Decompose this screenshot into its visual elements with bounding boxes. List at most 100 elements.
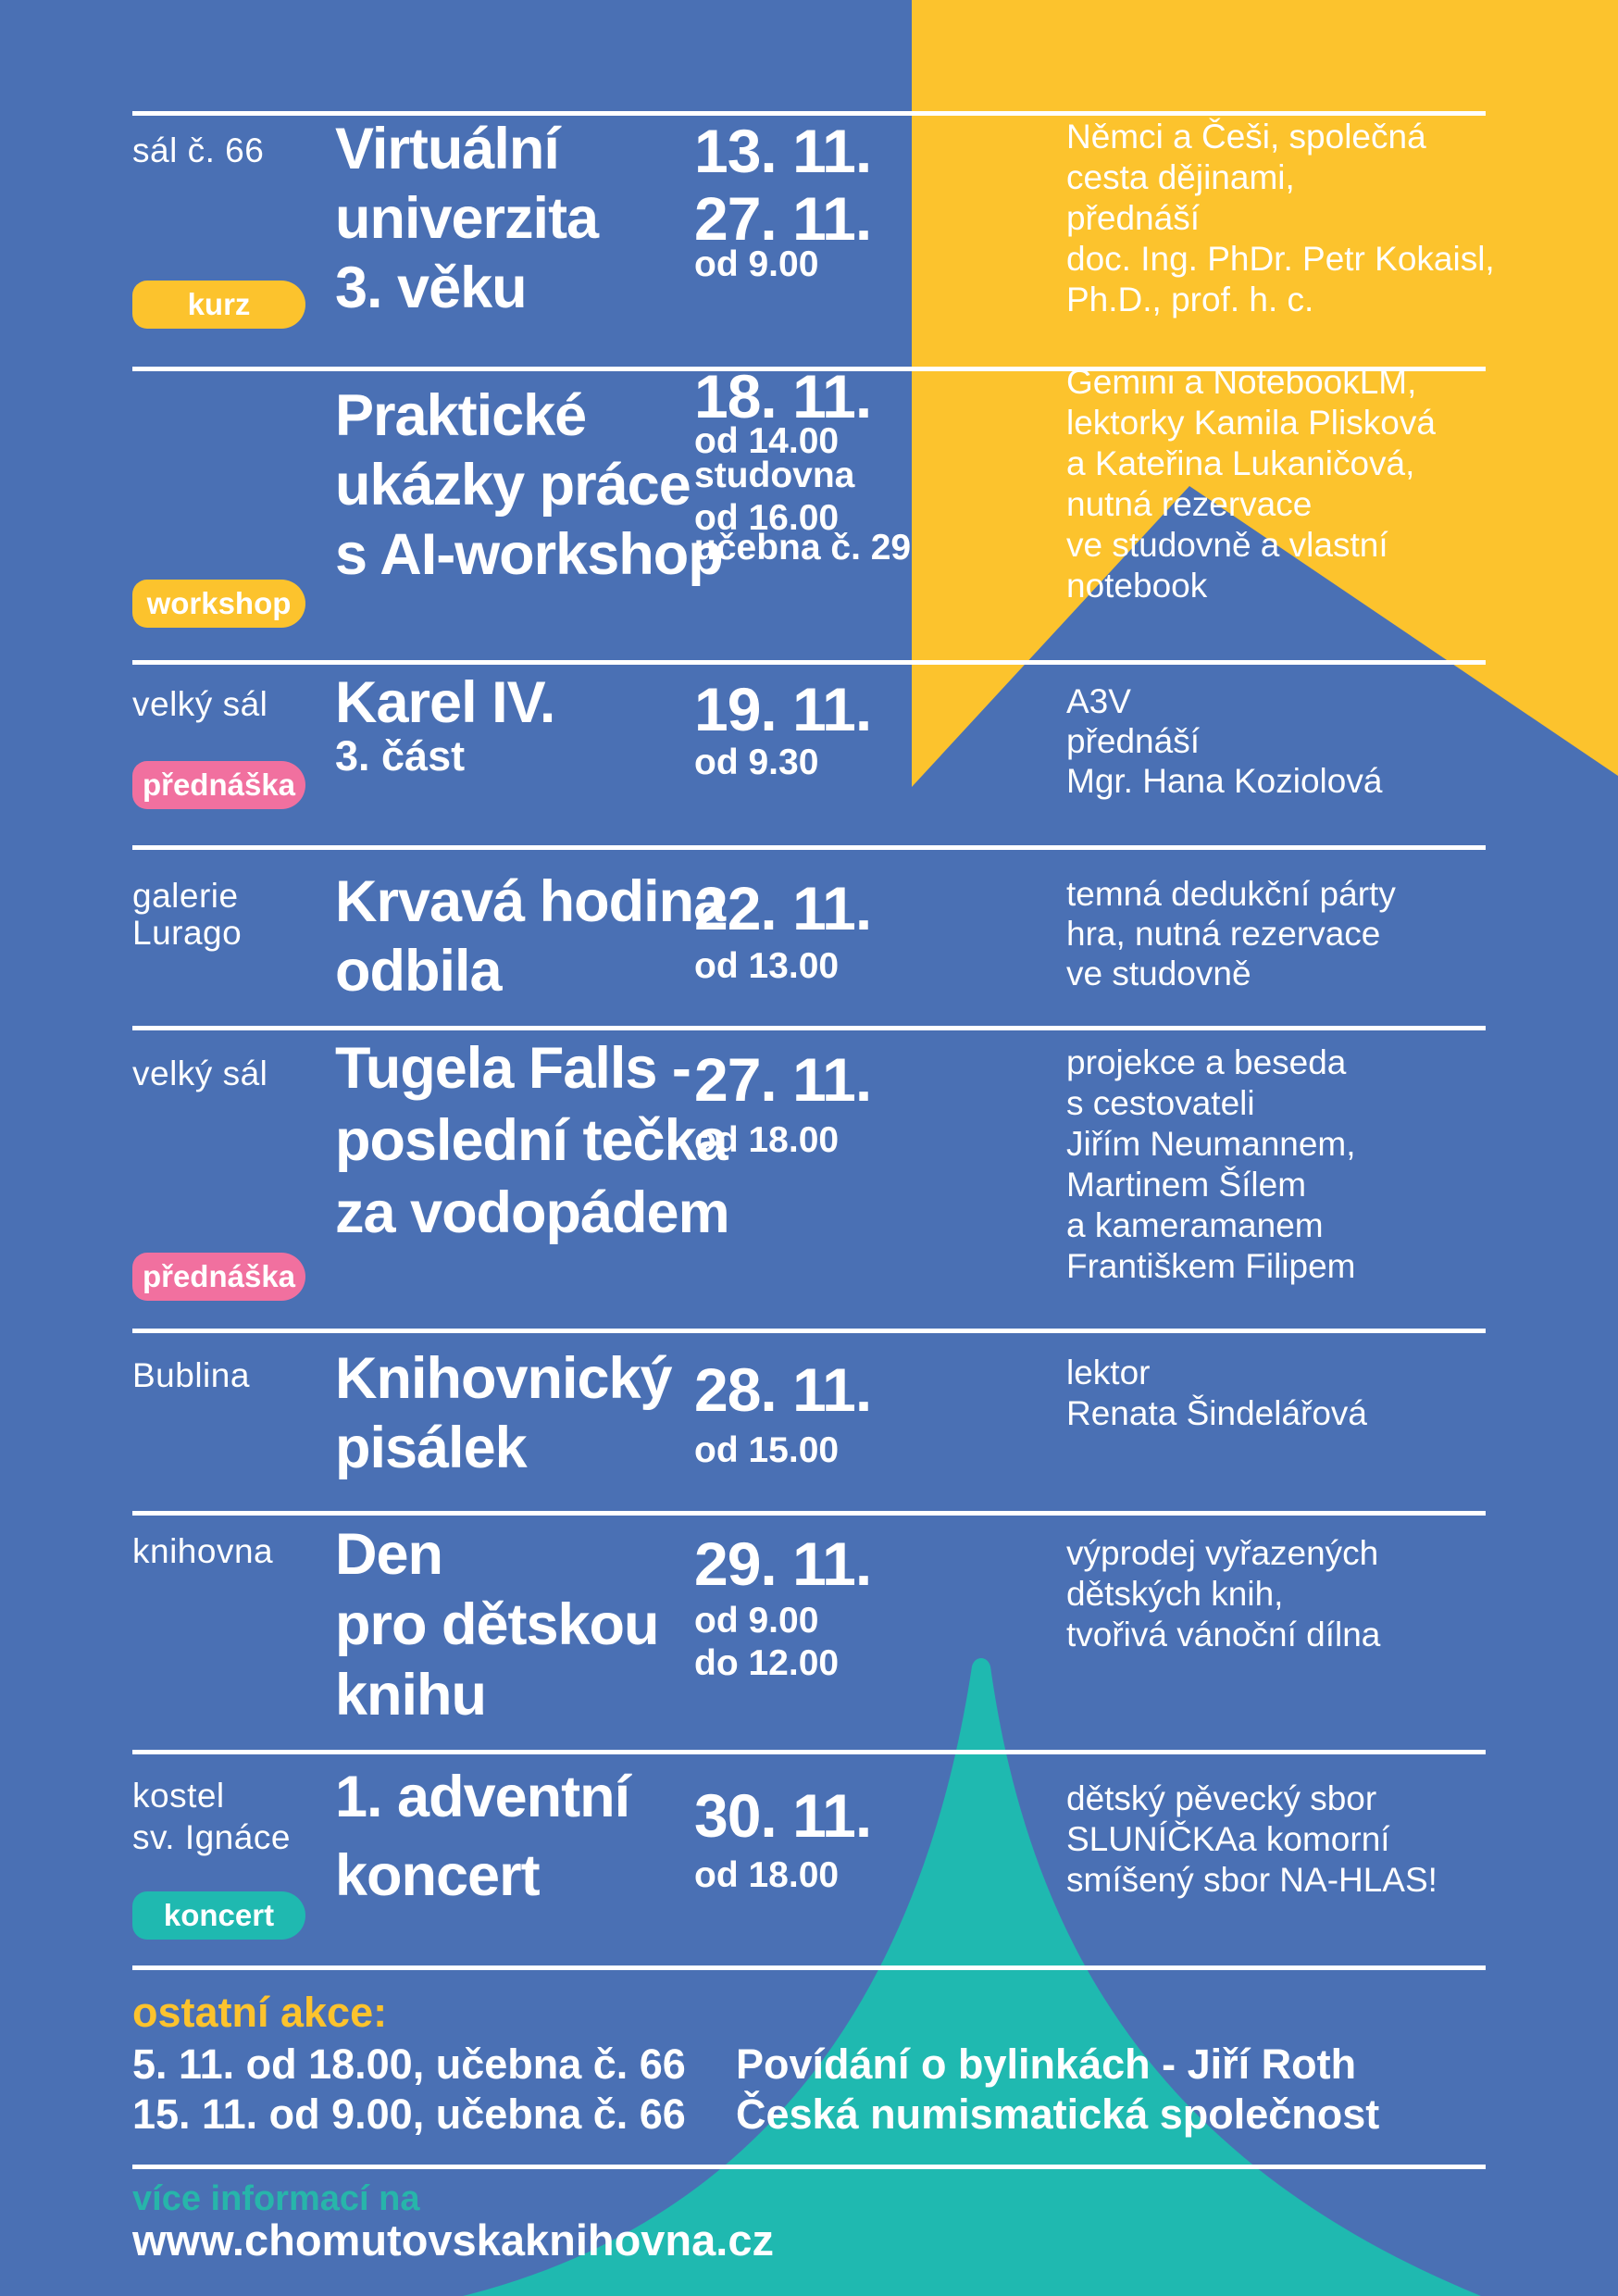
event-time: od 18.00 xyxy=(694,1855,840,1895)
event-location: galerie xyxy=(132,877,239,915)
event-location: sál č. 66 xyxy=(132,131,265,169)
event-title-line: s AI-workshop xyxy=(335,522,724,587)
event-location: kostel xyxy=(132,1777,225,1815)
event-time: od 9.30 xyxy=(694,742,819,782)
event-desc-line: smíšený sbor NA-HLAS! xyxy=(1066,1861,1438,1899)
separator xyxy=(132,1511,1486,1516)
event-time: od 18.00 xyxy=(694,1120,840,1160)
event-time: do 12.00 xyxy=(694,1643,840,1683)
other-event-title: Povídání o bylinkách - Jiří Roth xyxy=(736,2040,1357,2088)
event-title-line: Praktické xyxy=(335,383,587,448)
event-title-line: ukázky práce xyxy=(335,453,691,518)
event-title-line: Krvavá hodina xyxy=(335,869,726,934)
event-title-line: Knihovnický xyxy=(335,1346,673,1411)
event-desc-line: a Kateřina Lukaničová, xyxy=(1066,444,1415,482)
event-title-line: 1. adventní xyxy=(335,1765,630,1829)
separator xyxy=(132,1329,1486,1333)
event-desc-line: Jiřím Neumannem, xyxy=(1066,1125,1356,1163)
event-location: velký sál xyxy=(132,1054,268,1092)
event-time: od 14.00 xyxy=(694,421,840,461)
event-desc-line: tvořivá vánoční dílna xyxy=(1066,1616,1381,1653)
event-desc-line: cesta dějinami, xyxy=(1066,158,1295,196)
event-title-line: Tugela Falls - xyxy=(335,1036,691,1101)
separator xyxy=(132,660,1486,665)
event-date: 28. 11. xyxy=(694,1355,872,1424)
event-desc-line: doc. Ing. PhDr. Petr Kokaisl, xyxy=(1066,240,1495,278)
event-date: 22. 11. xyxy=(694,874,872,942)
other-event-title: Česká numismatická společnost xyxy=(736,2090,1380,2138)
event-place: učebna č. 29 xyxy=(694,528,912,568)
event-desc-line: Renata Šindelářová xyxy=(1066,1394,1367,1432)
event-subtitle: 3. část xyxy=(335,732,466,780)
event-desc-line: projekce a beseda xyxy=(1066,1043,1347,1081)
event-title-line: za vodopádem xyxy=(335,1180,730,1245)
separator xyxy=(132,1750,1486,1754)
event-desc-line: nutná rezervace xyxy=(1066,485,1313,523)
event-title-line: knihu xyxy=(335,1663,487,1728)
event-title-line: poslední tečka xyxy=(335,1108,728,1173)
event-title-line: odbila xyxy=(335,939,502,1004)
event-title-line: Karel IV. xyxy=(335,670,555,735)
event-location: Lurago xyxy=(132,914,243,952)
event-title-line: pro dětskou xyxy=(335,1592,660,1657)
event-desc-line: ve studovně a vlastní xyxy=(1066,526,1388,564)
event-desc-line: s cestovateli xyxy=(1066,1084,1255,1122)
event-desc-line: Františkem Filipem xyxy=(1066,1247,1356,1285)
event-desc-line: lektor xyxy=(1066,1354,1151,1391)
event-location: velký sál xyxy=(132,685,268,723)
event-type-badge: koncert xyxy=(132,1891,305,1940)
separator xyxy=(132,845,1486,850)
event-title-line: Virtuální xyxy=(335,117,560,181)
event-desc-line: A3V xyxy=(1066,682,1131,720)
event-desc-line: notebook xyxy=(1066,567,1208,605)
event-date: 27. 11. xyxy=(694,184,872,253)
event-desc-line: ve studovně xyxy=(1066,955,1251,992)
event-desc-line: hra, nutná rezervace xyxy=(1066,915,1381,953)
event-date: 19. 11. xyxy=(694,675,872,743)
other-event-datetime: 15. 11. od 9.00, učebna č. 66 xyxy=(132,2090,686,2138)
separator xyxy=(132,367,1486,371)
event-desc-line: výprodej vyřazených xyxy=(1066,1534,1379,1572)
separator xyxy=(132,1965,1486,1970)
event-title-line: univerzita xyxy=(335,186,599,251)
separator xyxy=(132,1026,1486,1030)
event-title-line: 3. věku xyxy=(335,256,528,320)
event-date: 27. 11. xyxy=(694,1045,872,1114)
event-desc-line: Ph.D., prof. h. c. xyxy=(1066,281,1314,318)
event-time: od 9.00 xyxy=(694,244,819,284)
event-desc-line: Mgr. Hana Koziolová xyxy=(1066,762,1383,800)
event-desc-line: přednáší xyxy=(1066,722,1200,760)
other-event-datetime: 5. 11. od 18.00, učebna č. 66 xyxy=(132,2040,686,2088)
event-desc-line: Němci a Češi, společná xyxy=(1066,118,1426,156)
more-info-label: více informací na xyxy=(132,2179,420,2218)
event-date: 29. 11. xyxy=(694,1529,872,1598)
event-location: knihovna xyxy=(132,1532,274,1570)
event-title-line: pisálek xyxy=(335,1416,528,1480)
event-place: studovna xyxy=(694,455,855,495)
event-desc-line: Martinem Šílem xyxy=(1066,1166,1307,1204)
other-events-heading: ostatní akce: xyxy=(132,1989,388,2036)
event-title-line: koncert xyxy=(335,1843,541,1908)
event-desc-line: přednáší xyxy=(1066,199,1200,237)
event-type-badge: workshop xyxy=(132,580,305,628)
event-date: 30. 11. xyxy=(694,1781,872,1850)
event-type-badge: přednáška xyxy=(132,761,305,809)
event-time: od 15.00 xyxy=(694,1430,840,1470)
event-desc-line: a kameramanem xyxy=(1066,1206,1324,1244)
event-time: od 9.00 xyxy=(694,1601,819,1641)
separator xyxy=(132,2165,1486,2169)
event-time: od 13.00 xyxy=(694,946,840,986)
event-desc-line: Gemini a NotebookLM, xyxy=(1066,363,1417,401)
event-title-line: Den xyxy=(335,1522,443,1587)
event-desc-line: dětských knih, xyxy=(1066,1575,1284,1613)
event-date: 13. 11. xyxy=(694,117,872,185)
teal-tree-shape xyxy=(463,1658,1481,2296)
event-location: Bublina xyxy=(132,1356,250,1394)
event-desc-line: lektorky Kamila Plisková xyxy=(1066,404,1436,442)
event-type-badge: kurz xyxy=(132,281,305,329)
event-time: od 16.00 xyxy=(694,498,840,538)
event-desc-line: dětský pěvecký sbor xyxy=(1066,1779,1377,1817)
event-desc-line: SLUNÍČKAa komorní xyxy=(1066,1820,1390,1858)
